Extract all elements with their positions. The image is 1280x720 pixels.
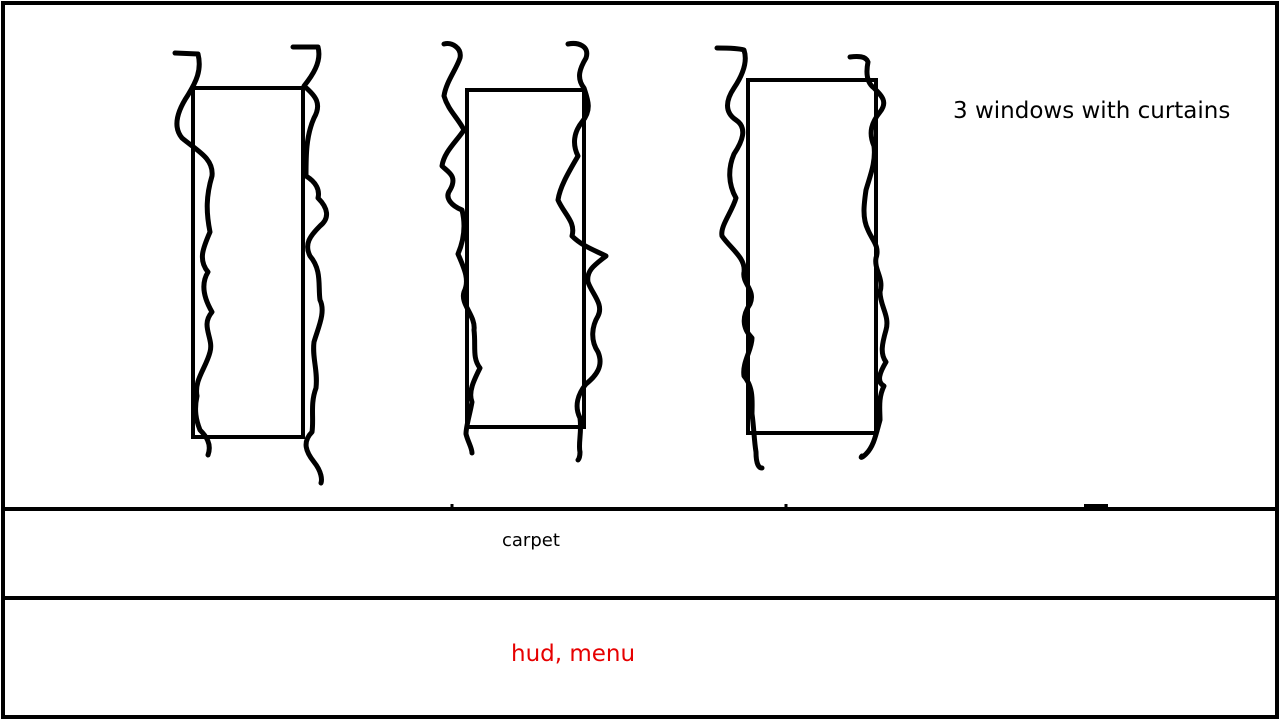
window-1 (172, 44, 329, 486)
right-curtain (555, 41, 609, 463)
room-label: 3 windows with curtains (953, 98, 1231, 124)
left-curtain (714, 45, 765, 471)
left-curtain (172, 50, 215, 458)
right-curtain (847, 54, 890, 460)
hud-menu-label: hud, menu (511, 641, 636, 667)
window-frame (746, 78, 878, 435)
window-2 (439, 41, 609, 463)
window-frame (465, 88, 586, 429)
left-curtain (439, 41, 483, 456)
carpet-label: carpet (502, 530, 560, 551)
right-curtain (290, 44, 329, 486)
window-frame (191, 86, 305, 439)
window-3 (714, 45, 890, 471)
